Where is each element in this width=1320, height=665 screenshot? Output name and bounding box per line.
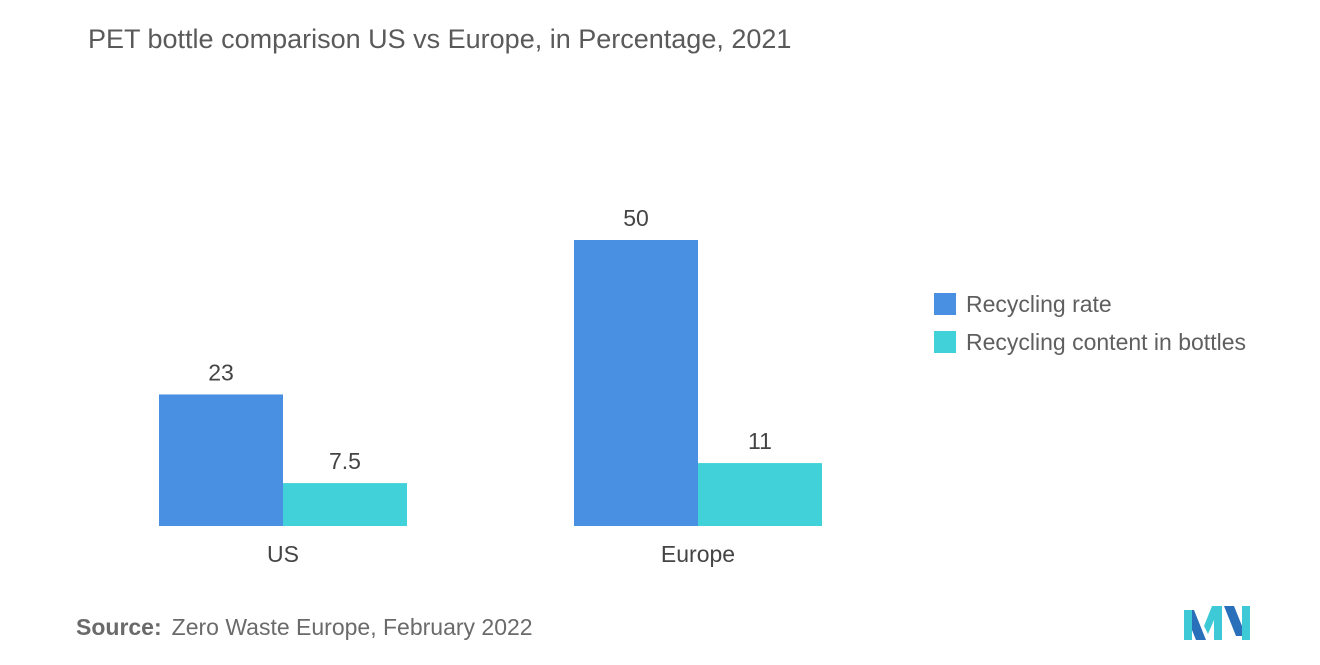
bar-europe-recycling-rate <box>574 240 698 526</box>
logo-right-stem <box>1242 606 1250 640</box>
data-label-europe-recycling-rate: 50 <box>623 205 649 231</box>
data-label-us-recycling-content-in-bottles: 7.5 <box>329 448 361 474</box>
legend-swatch-recycling-rate <box>934 293 956 315</box>
chart-title: PET bottle comparison US vs Europe, in P… <box>88 24 792 54</box>
source-label: Source: <box>76 614 162 640</box>
chart-legend: Recycling rate Recycling content in bott… <box>934 285 1246 361</box>
x-tick-label-us: US <box>267 541 299 567</box>
legend-label-recycling-rate: Recycling rate <box>966 290 1112 317</box>
bar-europe-recycling-content-in-bottles <box>698 463 822 526</box>
source-note: Source: Zero Waste Europe, February 2022 <box>76 614 533 641</box>
legend-swatch-recycling-content <box>934 331 956 353</box>
legend-label-recycling-content: Recycling content in bottles <box>966 328 1246 355</box>
data-label-us-recycling-rate: 23 <box>208 359 234 385</box>
bar-us-recycling-content-in-bottles <box>283 483 407 526</box>
logo-center-stroke <box>1204 606 1222 640</box>
mordor-intelligence-logo-icon <box>1184 606 1250 640</box>
legend-item-recycling-content: Recycling content in bottles <box>934 323 1246 361</box>
logo-left-stem <box>1184 610 1192 640</box>
bar-chart: 23 7.5 US 50 11 Europe <box>159 205 822 567</box>
bar-us-recycling-rate <box>159 394 283 526</box>
x-tick-label-europe: Europe <box>661 541 735 567</box>
source-text: Zero Waste Europe, February 2022 <box>171 614 533 640</box>
legend-item-recycling-rate: Recycling rate <box>934 285 1246 323</box>
logo-right-stroke <box>1224 606 1246 636</box>
data-label-europe-recycling-content-in-bottles: 11 <box>748 428 772 454</box>
